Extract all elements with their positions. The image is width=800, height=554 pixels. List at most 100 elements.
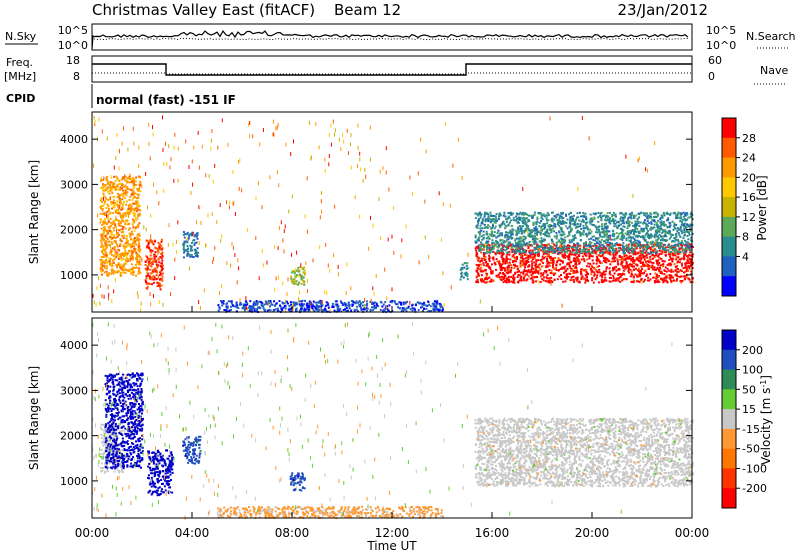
data-mark xyxy=(535,241,538,244)
data-mark xyxy=(583,269,586,272)
data-mark xyxy=(629,268,632,271)
data-mark xyxy=(105,246,108,249)
data-mark xyxy=(498,212,501,215)
data-mark xyxy=(506,235,509,238)
data-mark xyxy=(568,234,571,237)
data-mark xyxy=(613,214,616,217)
data-mark xyxy=(581,268,584,271)
data-mark xyxy=(546,231,549,234)
data-mark xyxy=(644,212,647,215)
data-mark xyxy=(526,242,529,245)
data-mark xyxy=(135,225,138,228)
data-mark xyxy=(633,244,636,247)
data-mark xyxy=(564,256,567,259)
data-mark xyxy=(159,256,162,259)
data-mark xyxy=(625,257,628,260)
data-mark xyxy=(558,218,561,221)
data-mark xyxy=(633,265,635,268)
data-mark xyxy=(615,277,618,280)
data-mark xyxy=(519,216,522,219)
data-mark xyxy=(366,303,369,305)
data-mark xyxy=(499,267,502,269)
data-mark xyxy=(160,238,163,241)
data-mark xyxy=(508,281,511,284)
data-mark xyxy=(623,258,626,261)
data-mark xyxy=(603,240,605,243)
data-mark xyxy=(104,250,107,253)
data-mark xyxy=(691,218,694,221)
data-mark xyxy=(564,280,567,283)
data-mark xyxy=(524,237,527,240)
data-mark xyxy=(670,245,673,248)
data-mark xyxy=(579,252,582,255)
data-mark xyxy=(100,245,102,248)
data-mark xyxy=(151,249,154,252)
data-mark xyxy=(485,252,488,255)
data-mark xyxy=(487,213,490,216)
nave-tick-top: 60 xyxy=(708,54,722,67)
data-mark xyxy=(314,301,317,304)
data-mark xyxy=(401,309,404,312)
data-mark xyxy=(555,247,558,250)
data-mark xyxy=(559,226,562,229)
data-mark xyxy=(540,275,542,278)
data-mark xyxy=(649,235,652,238)
data-mark xyxy=(543,244,546,247)
data-mark xyxy=(161,247,164,250)
data-mark xyxy=(564,270,567,273)
data-mark xyxy=(661,223,664,226)
data-mark xyxy=(476,255,479,258)
data-mark xyxy=(686,213,689,216)
data-mark xyxy=(555,264,558,267)
data-mark xyxy=(596,265,599,268)
data-mark xyxy=(587,252,590,255)
data-mark xyxy=(603,231,606,234)
data-mark xyxy=(622,278,625,281)
data-mark xyxy=(607,235,610,237)
data-mark xyxy=(521,244,524,247)
data-mark xyxy=(513,267,516,269)
data-mark xyxy=(680,229,683,232)
data-mark xyxy=(539,212,542,215)
data-mark xyxy=(563,233,566,236)
data-mark xyxy=(220,300,222,302)
data-mark xyxy=(684,250,687,253)
data-mark xyxy=(504,215,507,218)
data-mark xyxy=(139,248,142,251)
data-mark xyxy=(160,257,163,260)
data-mark xyxy=(627,249,630,252)
data-mark xyxy=(525,263,527,266)
data-mark xyxy=(478,246,481,249)
data-mark xyxy=(627,266,630,269)
data-mark xyxy=(650,226,653,229)
data-mark xyxy=(535,266,538,269)
data-mark xyxy=(665,230,668,233)
data-mark xyxy=(480,248,483,251)
data-mark xyxy=(546,262,549,265)
data-mark xyxy=(474,212,477,215)
data-mark xyxy=(659,271,662,274)
data-mark xyxy=(107,230,110,232)
data-mark xyxy=(616,237,619,240)
data-mark xyxy=(159,248,162,251)
data-mark xyxy=(600,281,603,283)
data-mark xyxy=(527,233,530,236)
data-mark xyxy=(628,229,631,232)
data-mark xyxy=(576,212,579,215)
data-mark xyxy=(527,269,530,272)
data-mark xyxy=(598,233,601,236)
data-mark xyxy=(479,224,482,227)
data-mark xyxy=(675,274,678,277)
data-mark xyxy=(548,247,551,250)
data-mark xyxy=(557,213,560,216)
data-mark xyxy=(608,218,611,221)
data-mark xyxy=(524,244,527,247)
data-mark xyxy=(584,242,587,245)
data-mark xyxy=(476,224,479,227)
data-mark xyxy=(636,269,639,272)
data-mark xyxy=(196,234,199,237)
data-mark xyxy=(648,237,650,240)
data-mark xyxy=(119,212,122,215)
data-mark xyxy=(536,216,539,219)
data-mark xyxy=(691,281,694,284)
